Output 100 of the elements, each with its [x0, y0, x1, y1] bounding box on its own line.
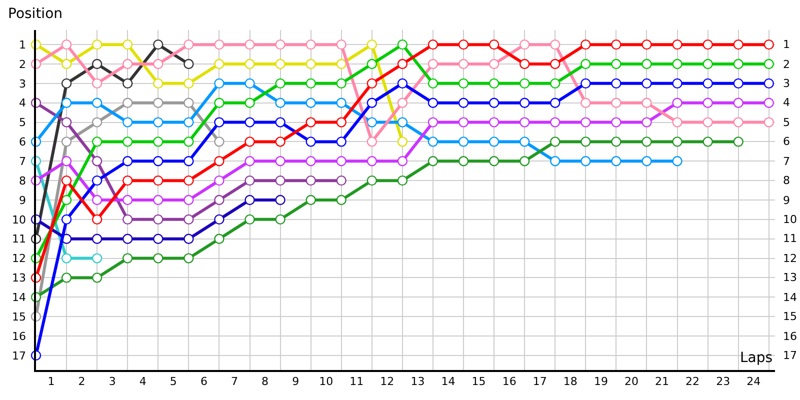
- point: [153, 234, 164, 244]
- point: [244, 194, 255, 206]
- point: [397, 136, 408, 147]
- point: [184, 98, 194, 108]
- point: [275, 117, 286, 128]
- point: [702, 117, 713, 128]
- point: [764, 117, 774, 128]
- y2-tick-label: 1: [783, 38, 790, 51]
- point: [397, 175, 408, 186]
- point: [306, 98, 316, 108]
- point: [458, 98, 469, 108]
- point: [488, 98, 500, 108]
- point: [92, 98, 102, 108]
- point: [184, 175, 194, 186]
- point: [580, 58, 591, 70]
- y2-tick-label: 3: [783, 77, 790, 90]
- point: [61, 98, 72, 108]
- x-tick-label: 24: [746, 374, 761, 388]
- x-tick-label: 2: [78, 374, 86, 388]
- x-tick-label: 20: [624, 374, 638, 388]
- point: [611, 78, 622, 89]
- point: [92, 58, 102, 70]
- point: [61, 78, 72, 89]
- x-tick-label: 16: [502, 374, 516, 388]
- point: [428, 98, 438, 108]
- point: [366, 156, 378, 166]
- y2-tick-label: 10: [783, 213, 797, 226]
- point: [306, 58, 316, 70]
- point: [214, 58, 224, 70]
- x-tick-label: 4: [139, 374, 146, 388]
- point: [366, 98, 378, 108]
- point: [244, 58, 255, 70]
- point: [733, 117, 744, 128]
- y2-tick-label: 16: [783, 330, 797, 343]
- point: [92, 117, 102, 128]
- point: [672, 39, 682, 50]
- point: [214, 39, 224, 50]
- point: [580, 117, 591, 128]
- point: [702, 98, 713, 108]
- point: [336, 175, 346, 186]
- point: [672, 117, 682, 128]
- point: [702, 136, 713, 147]
- point: [397, 58, 408, 70]
- point: [397, 117, 408, 128]
- point: [153, 117, 164, 128]
- point: [458, 58, 469, 70]
- point: [61, 39, 72, 50]
- point: [92, 194, 102, 206]
- point: [153, 98, 164, 108]
- point: [580, 136, 591, 147]
- point: [672, 156, 682, 166]
- point: [92, 272, 102, 283]
- point: [214, 194, 224, 206]
- point: [366, 39, 378, 50]
- point: [275, 78, 286, 89]
- point: [520, 98, 530, 108]
- point: [275, 39, 286, 50]
- point: [306, 156, 316, 166]
- x-tick-label: 19: [594, 374, 608, 388]
- point: [397, 39, 408, 50]
- y-tick-label: 7: [19, 154, 26, 168]
- point: [184, 194, 194, 206]
- x-tick-label: 5: [170, 374, 177, 388]
- x-tick-label: 18: [563, 374, 578, 388]
- point: [611, 156, 622, 166]
- point: [214, 78, 224, 89]
- point: [733, 136, 744, 147]
- point: [611, 39, 622, 50]
- point: [214, 136, 224, 147]
- point: [92, 214, 102, 225]
- x-axis-title: Laps: [740, 350, 773, 366]
- point: [336, 98, 346, 108]
- point: [336, 136, 346, 147]
- point: [702, 58, 713, 70]
- y-tick-label: 15: [12, 310, 26, 324]
- x-tick-label: 12: [380, 374, 394, 388]
- point: [702, 78, 713, 89]
- point: [550, 39, 560, 50]
- point: [275, 214, 286, 225]
- point: [642, 117, 652, 128]
- point: [672, 136, 682, 147]
- point: [306, 194, 316, 206]
- point: [306, 175, 316, 186]
- y2-tick-label: 13: [783, 271, 797, 284]
- y-tick-label: 4: [19, 96, 26, 110]
- point: [184, 117, 194, 128]
- point: [92, 78, 102, 89]
- point: [642, 39, 652, 50]
- point: [153, 175, 164, 186]
- point: [580, 39, 591, 50]
- point: [244, 175, 255, 186]
- point: [520, 78, 530, 89]
- point: [153, 58, 164, 70]
- point: [488, 117, 500, 128]
- point: [611, 58, 622, 70]
- point: [366, 117, 378, 128]
- point: [336, 194, 346, 206]
- x-tick-label: 11: [350, 374, 364, 388]
- point: [122, 78, 133, 89]
- x-tick-label: 3: [108, 374, 116, 388]
